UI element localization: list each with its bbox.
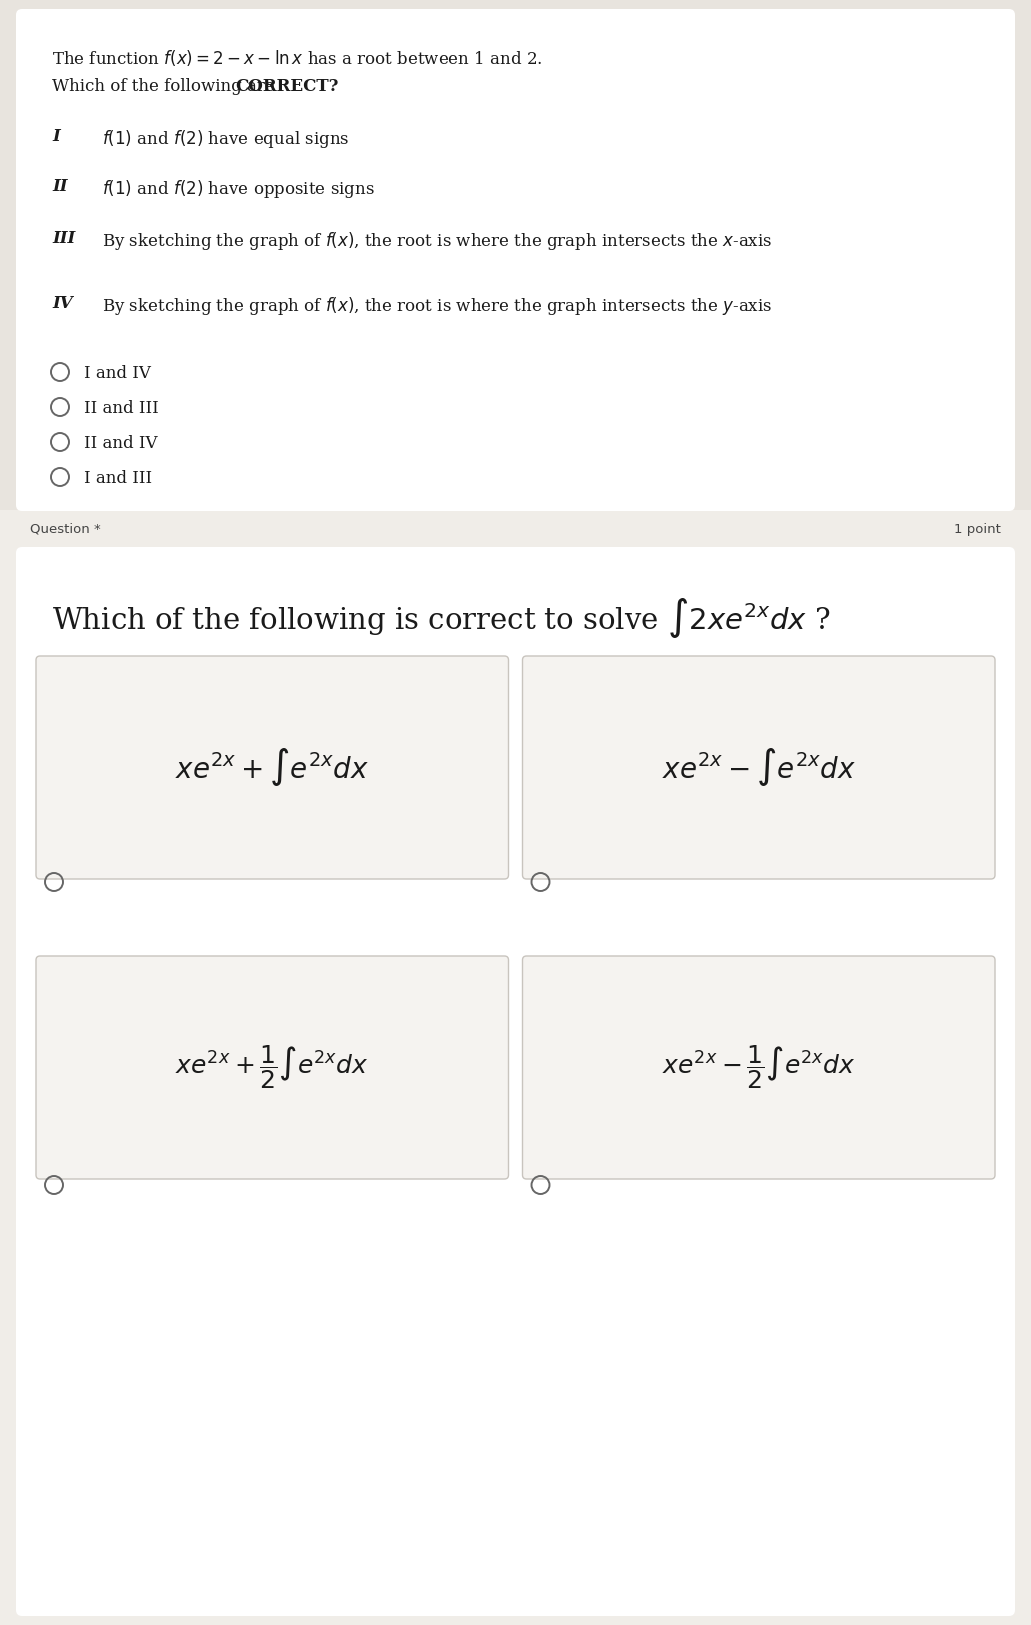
Text: $xe^{2x}-\int e^{2x}dx$: $xe^{2x}-\int e^{2x}dx$ [662,746,856,788]
FancyBboxPatch shape [36,656,508,879]
FancyBboxPatch shape [16,548,1015,1615]
Text: Which of the following is correct to solve $\int 2xe^{2x}dx$ ?: Which of the following is correct to sol… [52,595,831,640]
Text: I and III: I and III [84,470,153,487]
Text: I and IV: I and IV [84,366,151,382]
Text: Question *: Question * [30,523,101,536]
Text: $xe^{2x}-\dfrac{1}{2}\int e^{2x}dx$: $xe^{2x}-\dfrac{1}{2}\int e^{2x}dx$ [662,1043,856,1092]
Text: 1 point: 1 point [954,523,1001,536]
Text: II and III: II and III [84,400,159,418]
Text: II and IV: II and IV [84,436,158,452]
FancyBboxPatch shape [523,956,995,1180]
Text: By sketching the graph of $f(x)$, the root is where the graph intersects the $x$: By sketching the graph of $f(x)$, the ro… [102,231,772,252]
Text: CORRECT?: CORRECT? [236,78,339,94]
FancyBboxPatch shape [16,10,1015,510]
Text: $f(1)$ and $f(2)$ have opposite signs: $f(1)$ and $f(2)$ have opposite signs [102,179,375,200]
FancyBboxPatch shape [523,656,995,879]
Text: IV: IV [52,296,72,312]
FancyBboxPatch shape [36,956,508,1180]
Text: $f(1)$ and $f(2)$ have equal signs: $f(1)$ and $f(2)$ have equal signs [102,128,350,150]
Text: I: I [52,128,60,145]
Text: The function $f(x)=2-x-\ln x$ has a root between 1 and 2.: The function $f(x)=2-x-\ln x$ has a root… [52,49,542,68]
Text: Which of the following are: Which of the following are [52,78,280,94]
Text: $xe^{2x}+\int e^{2x}dx$: $xe^{2x}+\int e^{2x}dx$ [175,746,369,788]
FancyBboxPatch shape [0,510,1031,1625]
Text: II: II [52,179,67,195]
Text: $xe^{2x}+\dfrac{1}{2}\int e^{2x}dx$: $xe^{2x}+\dfrac{1}{2}\int e^{2x}dx$ [175,1043,369,1092]
Text: By sketching the graph of $f(x)$, the root is where the graph intersects the $y$: By sketching the graph of $f(x)$, the ro… [102,296,772,317]
Text: III: III [52,231,75,247]
